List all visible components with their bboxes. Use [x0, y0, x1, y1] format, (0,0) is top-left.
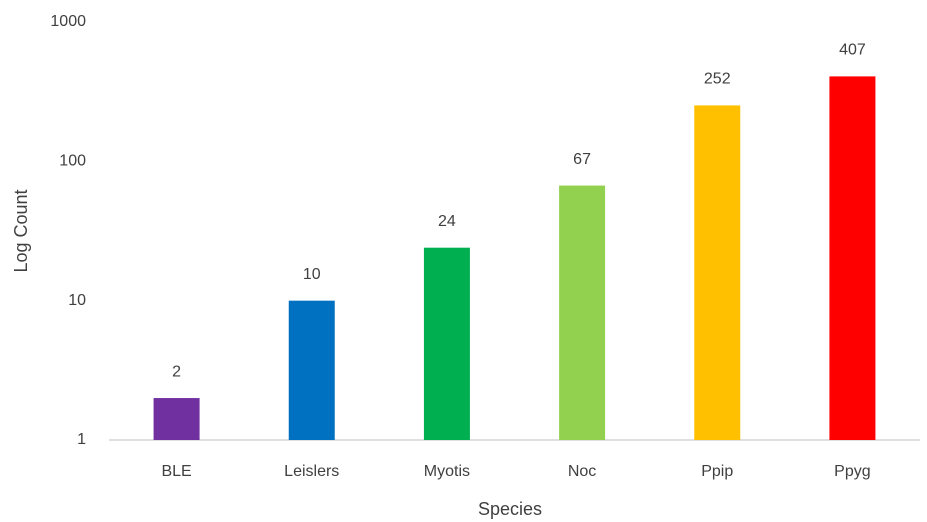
data-label: 407 [839, 42, 866, 59]
bar [423, 247, 470, 440]
x-tick-label: Leislers [284, 463, 339, 480]
bar [559, 185, 606, 440]
data-label: 67 [573, 151, 591, 168]
x-tick-label: BLE [161, 463, 191, 480]
x-tick-label: Ppip [701, 463, 733, 480]
bar [829, 76, 876, 440]
y-tick-label: 10 [68, 292, 86, 309]
bar [153, 398, 200, 440]
y-tick-label: 1 [77, 431, 86, 448]
data-label: 2 [172, 363, 181, 380]
data-label: 10 [303, 266, 321, 283]
data-label: 252 [704, 71, 731, 88]
y-tick-label: 1000 [50, 13, 86, 30]
x-tick-label: Myotis [424, 463, 470, 480]
data-label: 24 [438, 213, 456, 230]
x-tick-label: Ppyg [834, 463, 870, 480]
y-axis-title: Log Count [11, 189, 31, 272]
x-axis-title: Species [478, 499, 542, 519]
y-tick-label: 100 [59, 153, 86, 170]
bar [694, 105, 741, 441]
x-tick-label: Noc [568, 463, 596, 480]
bar [288, 300, 335, 440]
